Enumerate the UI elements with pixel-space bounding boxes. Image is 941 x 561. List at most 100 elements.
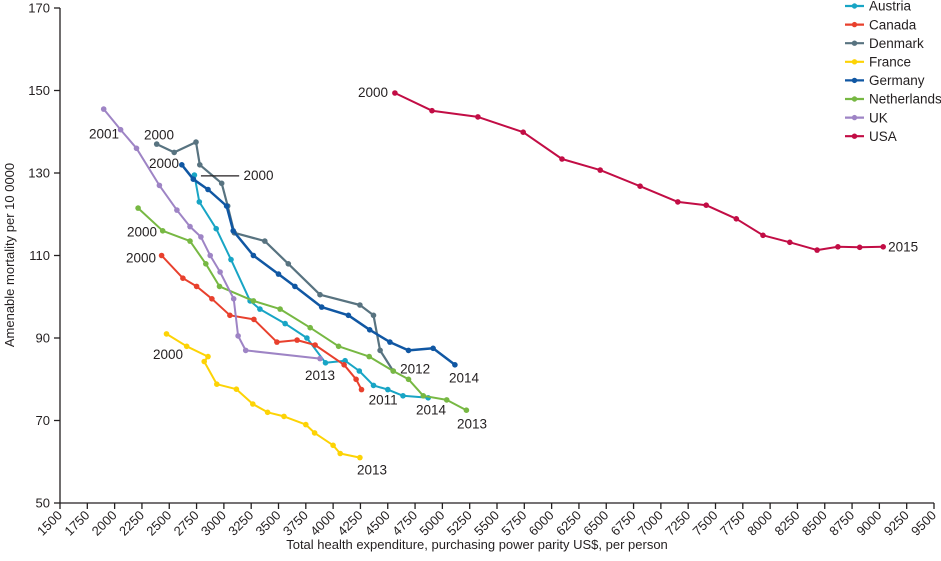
x-tick-label: 4750 xyxy=(389,508,420,539)
x-tick-label: 7250 xyxy=(662,508,693,539)
x-tick-label: 5750 xyxy=(498,508,529,539)
data-point xyxy=(230,296,237,302)
data-point xyxy=(637,183,643,189)
data-point xyxy=(190,176,197,182)
year-annotation: 2000 xyxy=(144,127,174,142)
data-point xyxy=(760,232,766,239)
data-point xyxy=(281,413,287,420)
x-tick-label: 7500 xyxy=(690,508,721,539)
data-point xyxy=(405,376,412,383)
data-point xyxy=(277,306,283,312)
data-point xyxy=(250,401,256,407)
series-france xyxy=(163,331,363,461)
data-point xyxy=(337,450,344,457)
data-point xyxy=(250,298,257,304)
data-point xyxy=(153,141,160,147)
data-point xyxy=(159,228,166,234)
data-point xyxy=(216,283,223,290)
legend-label: USA xyxy=(869,129,897,144)
data-point xyxy=(274,339,280,345)
year-annotation: 2000 xyxy=(153,347,183,362)
legend: Austria Canada Denmark France Germany Netherl… xyxy=(845,0,941,144)
x-tick-label: 3500 xyxy=(253,508,284,539)
year-annotation: 2000 xyxy=(244,168,274,183)
data-point xyxy=(303,421,309,428)
data-point xyxy=(282,320,288,327)
data-point xyxy=(218,180,225,187)
legend-item-uk: UK xyxy=(845,110,888,125)
x-tick-label: 4000 xyxy=(307,508,338,539)
year-annotation: 2000 xyxy=(126,251,156,266)
data-point xyxy=(294,337,300,343)
series-denmark xyxy=(153,139,397,374)
series-line-denmark xyxy=(155,141,395,373)
year-annotation: 2012 xyxy=(400,362,430,377)
data-point xyxy=(318,304,325,310)
data-point xyxy=(179,162,185,168)
x-tick-label: 2250 xyxy=(116,508,147,539)
data-point xyxy=(264,409,271,416)
data-point xyxy=(452,362,458,368)
data-point xyxy=(205,353,211,360)
data-point xyxy=(322,360,329,366)
legend-label: Austria xyxy=(869,0,912,14)
data-point xyxy=(392,90,398,96)
data-point xyxy=(285,261,292,267)
data-point xyxy=(197,162,203,168)
data-point xyxy=(675,199,681,205)
data-point xyxy=(304,335,310,341)
data-point xyxy=(209,296,215,302)
data-point xyxy=(307,324,314,331)
data-point xyxy=(357,302,363,308)
x-tick-label: 8500 xyxy=(799,508,830,539)
data-point xyxy=(345,312,352,319)
data-point xyxy=(377,347,383,354)
legend-marker-dot xyxy=(851,40,858,46)
data-point xyxy=(356,368,363,374)
data-point xyxy=(235,333,241,339)
series-line-germany xyxy=(180,163,457,367)
data-point xyxy=(787,239,793,246)
legend-label: Canada xyxy=(869,17,917,32)
data-point xyxy=(183,343,190,350)
y-axis-title: Amenable mortality per 10 0000 xyxy=(2,163,17,347)
data-point xyxy=(171,149,177,156)
legend-marker-dot xyxy=(851,133,858,139)
year-annotation: 2013 xyxy=(305,368,335,383)
data-point xyxy=(733,216,740,222)
y-tick-label: 110 xyxy=(29,248,50,263)
y-tick-label: 130 xyxy=(28,166,50,181)
data-point xyxy=(703,202,709,208)
data-point xyxy=(207,252,213,259)
x-tick-label: 9000 xyxy=(853,508,884,539)
data-point xyxy=(156,182,163,189)
legend-marker-dot xyxy=(851,77,858,84)
data-point xyxy=(353,376,359,383)
series-uk xyxy=(100,106,323,362)
data-point xyxy=(227,312,233,319)
year-annotation: 2000 xyxy=(358,85,388,100)
x-tick-label: 1500 xyxy=(34,508,65,539)
data-point xyxy=(370,382,377,389)
data-point xyxy=(370,312,377,319)
x-tick-label: 5250 xyxy=(444,508,475,539)
legend-item-austria: Austria xyxy=(845,0,912,14)
data-point xyxy=(275,271,282,277)
legend-label: Germany xyxy=(869,73,925,88)
x-tick-label: 3000 xyxy=(198,508,229,539)
data-point xyxy=(205,186,211,193)
series-line-netherlands xyxy=(137,207,468,412)
x-tick-label: 8750 xyxy=(826,508,857,539)
x-tick-label: 2000 xyxy=(89,508,120,539)
data-point xyxy=(262,238,268,244)
annotations: 2001 2000 2000 2000 2000 2000 2000 2000 2015 2013… xyxy=(89,85,918,478)
data-point xyxy=(180,275,186,282)
data-point xyxy=(203,261,209,267)
series-germany xyxy=(179,162,458,368)
year-annotation: 2013 xyxy=(357,463,387,478)
year-annotation: 2013 xyxy=(457,417,487,432)
legend-item-denmark: Denmark xyxy=(845,36,924,51)
data-point xyxy=(366,353,373,360)
data-point xyxy=(257,306,263,312)
